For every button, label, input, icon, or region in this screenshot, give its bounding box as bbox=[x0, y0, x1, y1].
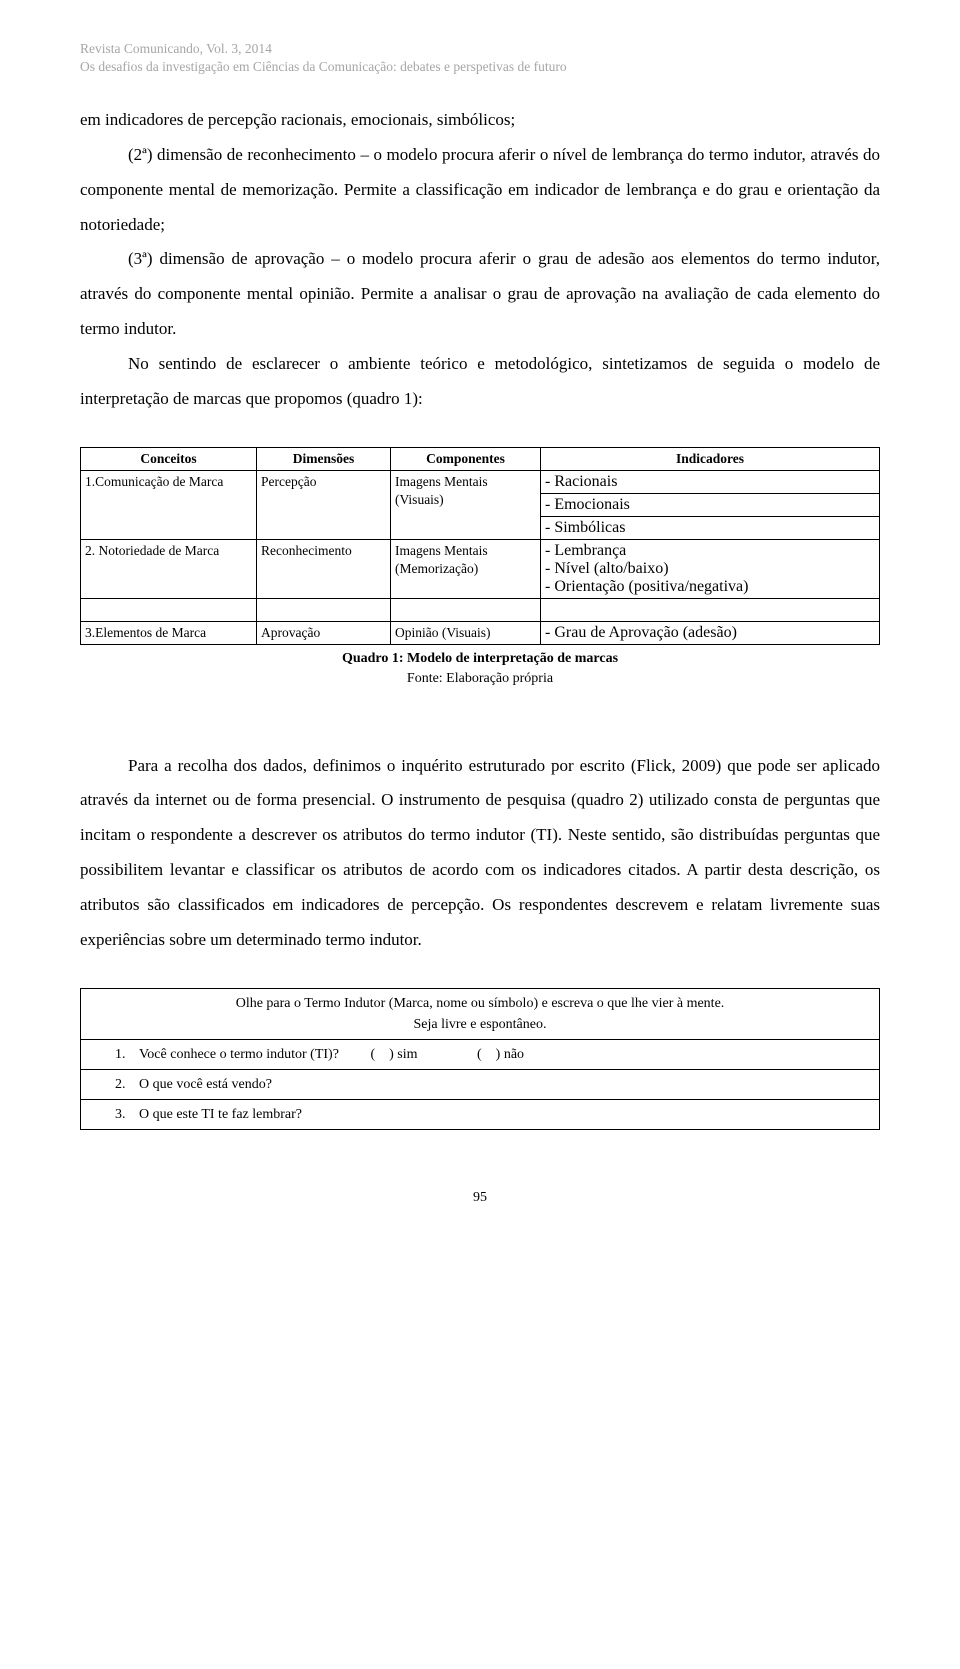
question-number: 3. bbox=[115, 1104, 139, 1125]
td-indicadores: - Racionais - Emocionais - Simbólicas bbox=[541, 471, 879, 539]
td-dimensao: Aprovação bbox=[257, 622, 391, 644]
td-conceito: 1.Comunicação de Marca bbox=[81, 471, 257, 539]
th-dimensoes: Dimensões bbox=[257, 448, 391, 470]
question-row: 1.Você conhece o termo indutor (TI)? ( )… bbox=[81, 1040, 879, 1070]
td-dimensao: Reconhecimento bbox=[257, 540, 391, 598]
td-componente: Opinião (Visuais) bbox=[391, 622, 541, 644]
header-line-2: Os desafios da investigação em Ciências … bbox=[80, 58, 880, 76]
body-text: em indicadores de percepção racionais, e… bbox=[80, 103, 880, 417]
td-conceito: 3.Elementos de Marca bbox=[81, 622, 257, 644]
intro-line-1: Olhe para o Termo Indutor (Marca, nome o… bbox=[91, 993, 869, 1014]
th-indicadores: Indicadores bbox=[541, 448, 879, 470]
question-number: 1. bbox=[115, 1044, 139, 1065]
indicator-item: - Racionais bbox=[541, 471, 879, 494]
table-row: 3.Elementos de Marca Aprovação Opinião (… bbox=[80, 622, 880, 645]
table-1: Conceitos Dimensões Componentes Indicado… bbox=[80, 447, 880, 646]
table-row: 2. Notoriedade de Marca Reconhecimento I… bbox=[80, 540, 880, 599]
table-2: Olhe para o Termo Indutor (Marca, nome o… bbox=[80, 988, 880, 1130]
table-spacer-row bbox=[80, 599, 880, 622]
question-text: Você conhece o termo indutor (TI)? ( ) s… bbox=[139, 1047, 524, 1062]
indicator-item: - Grau de Aprovação (adesão) bbox=[541, 622, 879, 644]
para-2: (2ª) dimensão de reconhecimento – o mode… bbox=[80, 138, 880, 243]
question-text: O que você está vendo? bbox=[139, 1077, 272, 1092]
td-componente: Imagens Mentais (Memorização) bbox=[391, 540, 541, 598]
question-row: 3.O que este TI te faz lembrar? bbox=[81, 1100, 879, 1130]
th-componentes: Componentes bbox=[391, 448, 541, 470]
th-conceitos: Conceitos bbox=[81, 448, 257, 470]
td-conceito: 2. Notoriedade de Marca bbox=[81, 540, 257, 598]
indicator-item: - Simbólicas bbox=[541, 517, 879, 539]
question-text: O que este TI te faz lembrar? bbox=[139, 1107, 302, 1122]
para-1: em indicadores de percepção racionais, e… bbox=[80, 103, 880, 138]
journal-header: Revista Comunicando, Vol. 3, 2014 Os des… bbox=[80, 40, 880, 75]
td-componente: Imagens Mentais (Visuais) bbox=[391, 471, 541, 539]
page-number: 95 bbox=[80, 1190, 880, 1206]
box-intro: Olhe para o Termo Indutor (Marca, nome o… bbox=[81, 989, 879, 1040]
table-row: 1.Comunicação de Marca Percepção Imagens… bbox=[80, 471, 880, 540]
para-5: Para a recolha dos dados, definimos o in… bbox=[80, 749, 880, 958]
header-line-1: Revista Comunicando, Vol. 3, 2014 bbox=[80, 40, 880, 58]
intro-line-2: Seja livre e espontâneo. bbox=[91, 1014, 869, 1035]
para-3: (3ª) dimensão de aprovação – o modelo pr… bbox=[80, 242, 880, 347]
td-dimensao: Percepção bbox=[257, 471, 391, 539]
td-indicadores: - Lembrança - Nível (alto/baixo) - Orien… bbox=[541, 540, 879, 598]
indicator-item: - Emocionais bbox=[541, 494, 879, 517]
caption-source: Fonte: Elaboração própria bbox=[407, 671, 553, 686]
indicator-item: - Lembrança - Nível (alto/baixo) - Orien… bbox=[541, 540, 879, 598]
table-header-row: Conceitos Dimensões Componentes Indicado… bbox=[80, 447, 880, 471]
td-indicadores: - Grau de Aprovação (adesão) bbox=[541, 622, 879, 644]
question-row: 2.O que você está vendo? bbox=[81, 1070, 879, 1100]
para-4: No sentindo de esclarecer o ambiente teó… bbox=[80, 347, 880, 417]
table-1-caption: Quadro 1: Modelo de interpretação de mar… bbox=[80, 649, 880, 688]
question-number: 2. bbox=[115, 1074, 139, 1095]
caption-title: Quadro 1: Modelo de interpretação de mar… bbox=[342, 651, 618, 666]
